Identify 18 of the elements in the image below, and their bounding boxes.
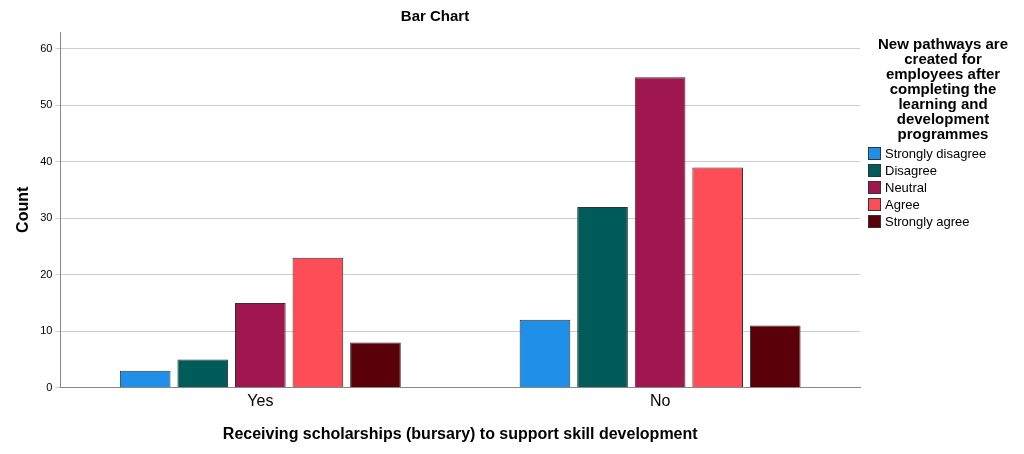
- legend-title: New pathways are created for employees after completing the learning and development programmes: [876, 35, 1010, 142]
- x-tick-label: Yes: [247, 391, 274, 409]
- legend-label: Strongly disagree: [885, 146, 987, 161]
- legend-label: Strongly agree: [885, 214, 970, 229]
- legend-label: Agree: [885, 197, 920, 212]
- y-tick-label: 20: [40, 267, 53, 280]
- y-tick-label: 10: [40, 324, 53, 337]
- y-tick-label: 60: [40, 41, 53, 54]
- x-axis-title: Receiving scholarships (bursary) to support skill development: [222, 424, 699, 442]
- legend-label: Disagree: [885, 163, 938, 178]
- legend-label: Neutral: [885, 180, 927, 195]
- y-tick-label: 40: [40, 154, 53, 167]
- y-tick-label: 0: [46, 380, 53, 393]
- y-tick-label: 30: [40, 211, 53, 224]
- y-axis-title: Count: [14, 186, 32, 233]
- y-tick-label: 50: [40, 98, 53, 111]
- chart-title: Bar Chart: [400, 7, 470, 25]
- x-tick-label: No: [649, 391, 671, 409]
